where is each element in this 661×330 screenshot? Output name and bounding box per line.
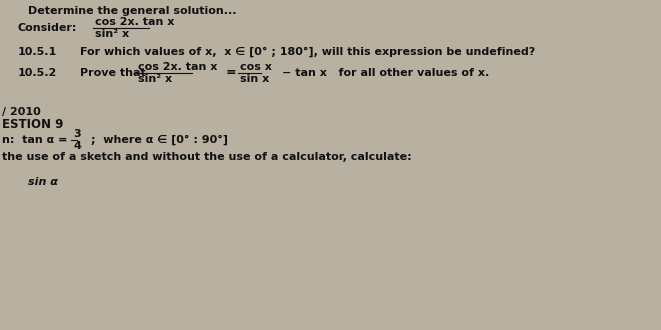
Text: cos 2x. tan x: cos 2x. tan x xyxy=(95,17,175,27)
Text: sin x: sin x xyxy=(240,74,269,84)
Text: ESTION 9: ESTION 9 xyxy=(2,118,63,131)
Text: the use of a sketch and without the use of a calculator, calculate:: the use of a sketch and without the use … xyxy=(2,152,412,162)
Text: 4: 4 xyxy=(73,141,81,151)
Text: sin α: sin α xyxy=(28,177,58,187)
Text: n:  tan α =: n: tan α = xyxy=(2,135,67,145)
Text: Consider:: Consider: xyxy=(18,23,77,33)
Text: Prove that: Prove that xyxy=(80,68,145,78)
Text: ;  where α ∈ [0° : 90°]: ; where α ∈ [0° : 90°] xyxy=(91,135,228,145)
Text: sin² x: sin² x xyxy=(138,74,172,84)
Text: cos 2x. tan x: cos 2x. tan x xyxy=(138,62,217,72)
Text: Determine the general solution...: Determine the general solution... xyxy=(28,6,237,16)
Text: =: = xyxy=(226,67,237,80)
Text: 10.5.1: 10.5.1 xyxy=(18,47,58,57)
Text: − tan x   for all other values of x.: − tan x for all other values of x. xyxy=(282,68,489,78)
Text: 10.5.2: 10.5.2 xyxy=(18,68,58,78)
Text: 3: 3 xyxy=(73,129,81,139)
Text: sin² x: sin² x xyxy=(95,29,129,39)
Text: cos x: cos x xyxy=(240,62,272,72)
Text: / 2010: / 2010 xyxy=(2,107,41,117)
Text: For which values of x,  x ∈ [0° ; 180°], will this expression be undefined?: For which values of x, x ∈ [0° ; 180°], … xyxy=(80,47,535,57)
